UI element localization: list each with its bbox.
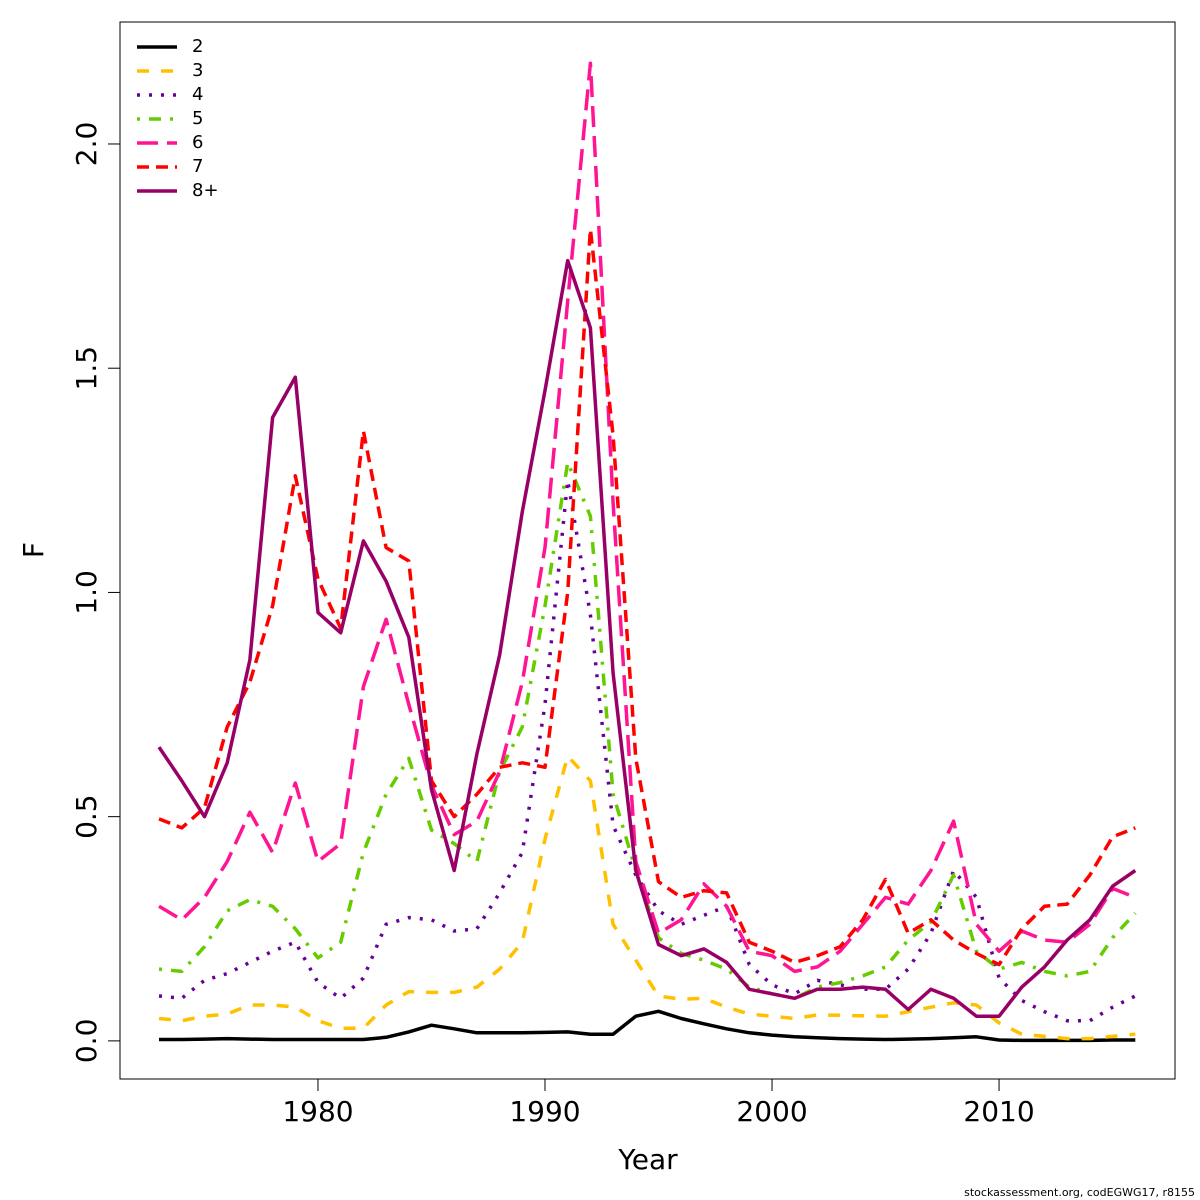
legend-label: 7 (192, 156, 203, 177)
series-line (158, 754, 1136, 1041)
legend-label: 2 (192, 36, 203, 57)
legend-label: 5 (192, 108, 203, 129)
x-tick-label: 2010 (963, 1095, 1034, 1128)
series-line (159, 1009, 1136, 1043)
x-tick-label: 1980 (282, 1095, 353, 1128)
x-tick-label: 2000 (736, 1095, 807, 1128)
y-tick-label: 0.0 (70, 1019, 103, 1064)
legend-label: 4 (192, 84, 203, 105)
series-line (158, 227, 1136, 967)
legend-label: 8+ (192, 180, 219, 201)
legend-label: 6 (192, 132, 203, 153)
series-line (157, 258, 1137, 1018)
y-tick-label: 1.0 (70, 570, 103, 615)
series-line (158, 460, 1137, 1001)
plot-frame (119, 21, 1176, 1080)
y-tick-label: 1.5 (70, 346, 103, 391)
x-tick-label: 1990 (509, 1095, 580, 1128)
y-axis-label: F (17, 542, 50, 558)
x-axis-label: Year (617, 1143, 678, 1176)
legend-label: 3 (192, 60, 203, 81)
y-tick-label: 0.5 (70, 794, 103, 839)
footer: stockassessment.org, codEGWG17, r8155 (964, 1186, 1195, 1199)
y-tick-label: 2.0 (70, 122, 103, 167)
series-line (158, 61, 1136, 974)
